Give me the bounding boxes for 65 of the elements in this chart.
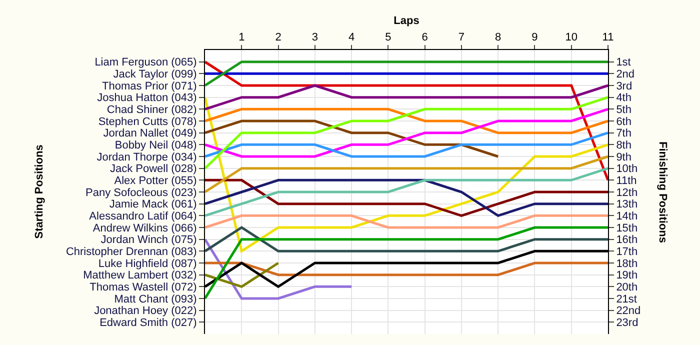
y2-tick-label: 13th: [616, 198, 638, 211]
category-label: Andrew Wilkins (066): [92, 222, 197, 234]
y2-tick-label: 12th: [616, 186, 638, 199]
x-tick-label: 10: [565, 32, 578, 44]
y2-tick-label: 8th: [616, 140, 632, 152]
y2-tick-label: 23rd: [616, 317, 638, 330]
x-tick-label: 6: [422, 32, 428, 44]
x-tick-label: 7: [458, 32, 465, 44]
y2-tick-label: 19th: [616, 270, 638, 282]
y2-tick-label: 11th: [616, 175, 637, 188]
y2-tick-label: 20th: [616, 282, 638, 294]
y2-tick-label: 3rd: [616, 80, 632, 92]
x-tick-label: 2: [275, 32, 282, 44]
category-label: Joshua Hatton (043): [97, 92, 197, 104]
y2-tick-label: 10th: [616, 163, 638, 176]
category-label: Jordan Winch (075): [100, 234, 197, 246]
category-label: Chad Shiner (082): [106, 104, 197, 116]
category-label: Jonathan Hoey (022): [94, 305, 197, 318]
y2-tick-label: 2nd: [616, 68, 635, 81]
category-label: Jack Taylor (099): [113, 68, 197, 81]
y2-tick-label: 16th: [616, 234, 638, 246]
y2-tick-label: 9th: [616, 151, 632, 164]
y2-axis-title: Finishing Positions: [656, 142, 668, 243]
category-label: Alessandro Latif (064): [89, 210, 197, 223]
category-label: Stephen Cutts (078): [98, 116, 197, 128]
y2-tick-label: 22nd: [616, 305, 641, 318]
category-label: Alex Potter (055): [114, 175, 197, 188]
y2-tick-label: 6th: [616, 116, 632, 128]
y2-tick-label: 21st: [616, 293, 637, 306]
category-label: Jordan Nallet (049): [103, 128, 197, 140]
y2-tick-label: 15th: [616, 222, 638, 234]
category-label: Jack Powell (028): [110, 163, 197, 176]
category-label: Thomas Wastell (072): [90, 282, 197, 294]
category-label: Thomas Prior (071): [102, 80, 197, 92]
y2-tick-label: 18th: [616, 258, 638, 270]
y2-tick-label: 14th: [616, 210, 638, 223]
x-tick-label: 4: [348, 32, 355, 44]
category-label: Christopher Drennan (083): [66, 246, 197, 258]
category-label: Luke Highfield (087): [98, 258, 197, 270]
y2-tick-label: 5th: [616, 104, 632, 116]
x-tick-label: 9: [532, 32, 538, 44]
category-label: Matt Chant (093): [114, 293, 197, 306]
category-label: Matthew Lambert (032): [83, 270, 197, 282]
category-label: Pany Sofocleous (023): [86, 186, 197, 199]
y2-tick-label: 1st: [616, 56, 631, 69]
line-series: [205, 108, 608, 158]
y2-tick-label: 7th: [616, 128, 632, 140]
x-tick-label: 5: [385, 32, 392, 44]
text: Starting Positions: [34, 144, 46, 239]
line-series: [205, 167, 608, 217]
y2-tick-label: 17th: [616, 246, 638, 258]
line-series: [205, 120, 500, 158]
category-label: Jordan Thorpe (034): [96, 151, 197, 164]
x-tick-label: 8: [495, 32, 502, 44]
category-label: Liam Ferguson (065): [94, 56, 197, 69]
category-label: Jamie Mack (061): [109, 198, 197, 211]
x-axis-title: Laps: [394, 15, 420, 28]
x-tick-label: 3: [312, 32, 318, 44]
x-tick-label: 11: [602, 32, 614, 44]
line-series: [205, 178, 608, 217]
y2-tick-label: 4th: [616, 92, 632, 104]
category-label: Edward Smith (027): [100, 317, 197, 330]
line-series: [205, 96, 608, 170]
x-tick-label: 1: [238, 32, 245, 44]
category-label: Bobby Neil (048): [114, 140, 197, 152]
